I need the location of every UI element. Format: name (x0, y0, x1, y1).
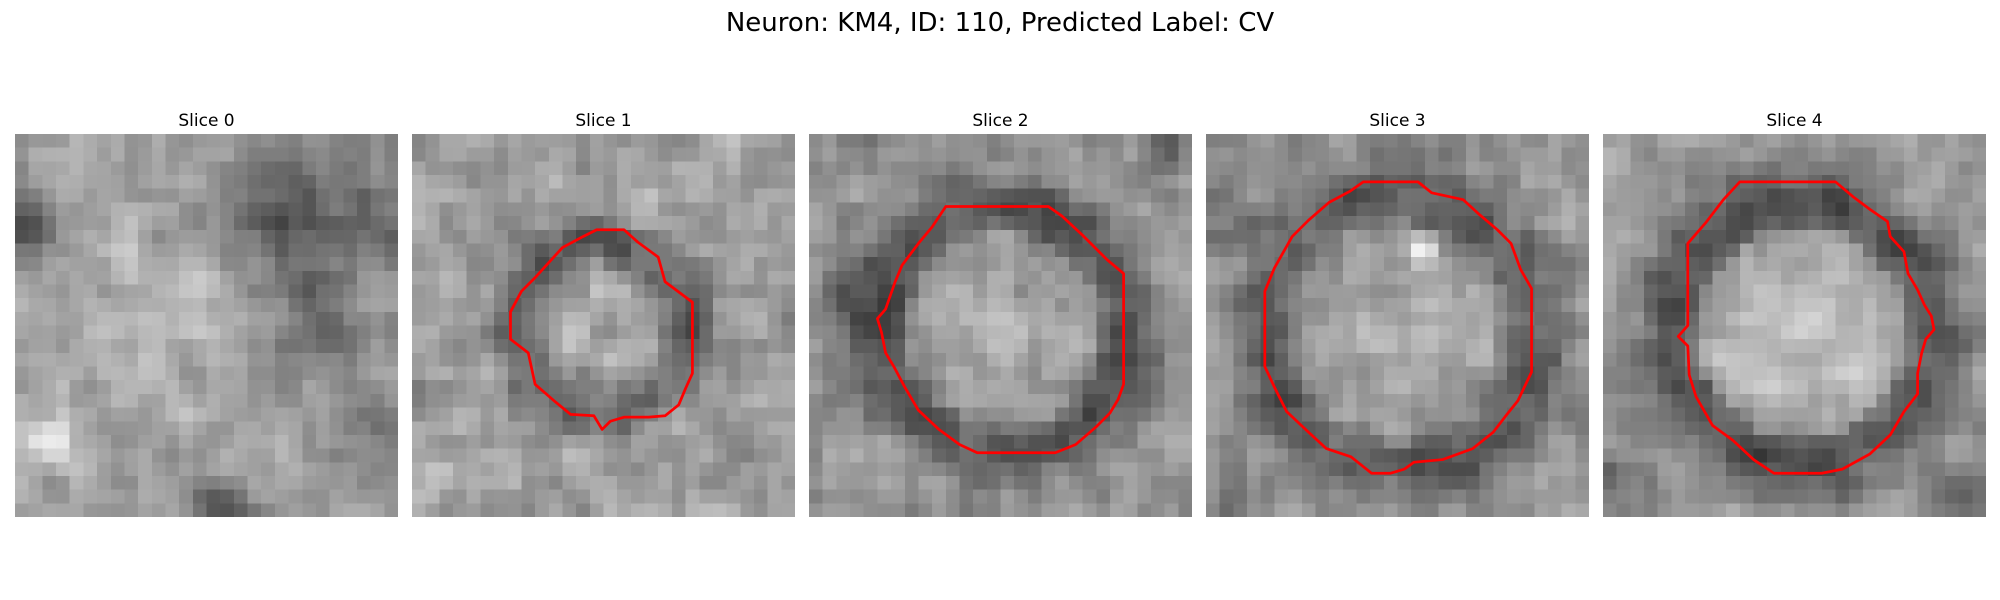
pixel-grid (15, 134, 398, 517)
panel-image-slice-4 (1603, 134, 1986, 517)
panel-image-slice-0 (15, 134, 398, 517)
pixel-grid (1206, 134, 1589, 517)
pixel-grid (1603, 134, 1986, 517)
panel-image-slice-1 (412, 134, 795, 517)
panel-title-slice-3: Slice 3 (1369, 111, 1426, 131)
figure-title: Neuron: KM4, ID: 110, Predicted Label: C… (725, 8, 1275, 38)
panel-title-slice-4: Slice 4 (1766, 111, 1823, 131)
pixel-grid (809, 134, 1192, 517)
panel-title-slice-2: Slice 2 (972, 111, 1029, 131)
panel-image-slice-2 (809, 134, 1192, 517)
segmentation-contour (1263, 180, 1533, 475)
segmentation-contour (876, 205, 1125, 455)
panel-title-slice-1: Slice 1 (575, 111, 632, 131)
panel-title-slice-0: Slice 0 (178, 111, 235, 131)
pixel-grid (412, 134, 795, 517)
segmentation-contour (1676, 180, 1936, 475)
panel-image-slice-3 (1206, 134, 1589, 517)
segmentation-contour (509, 228, 694, 431)
